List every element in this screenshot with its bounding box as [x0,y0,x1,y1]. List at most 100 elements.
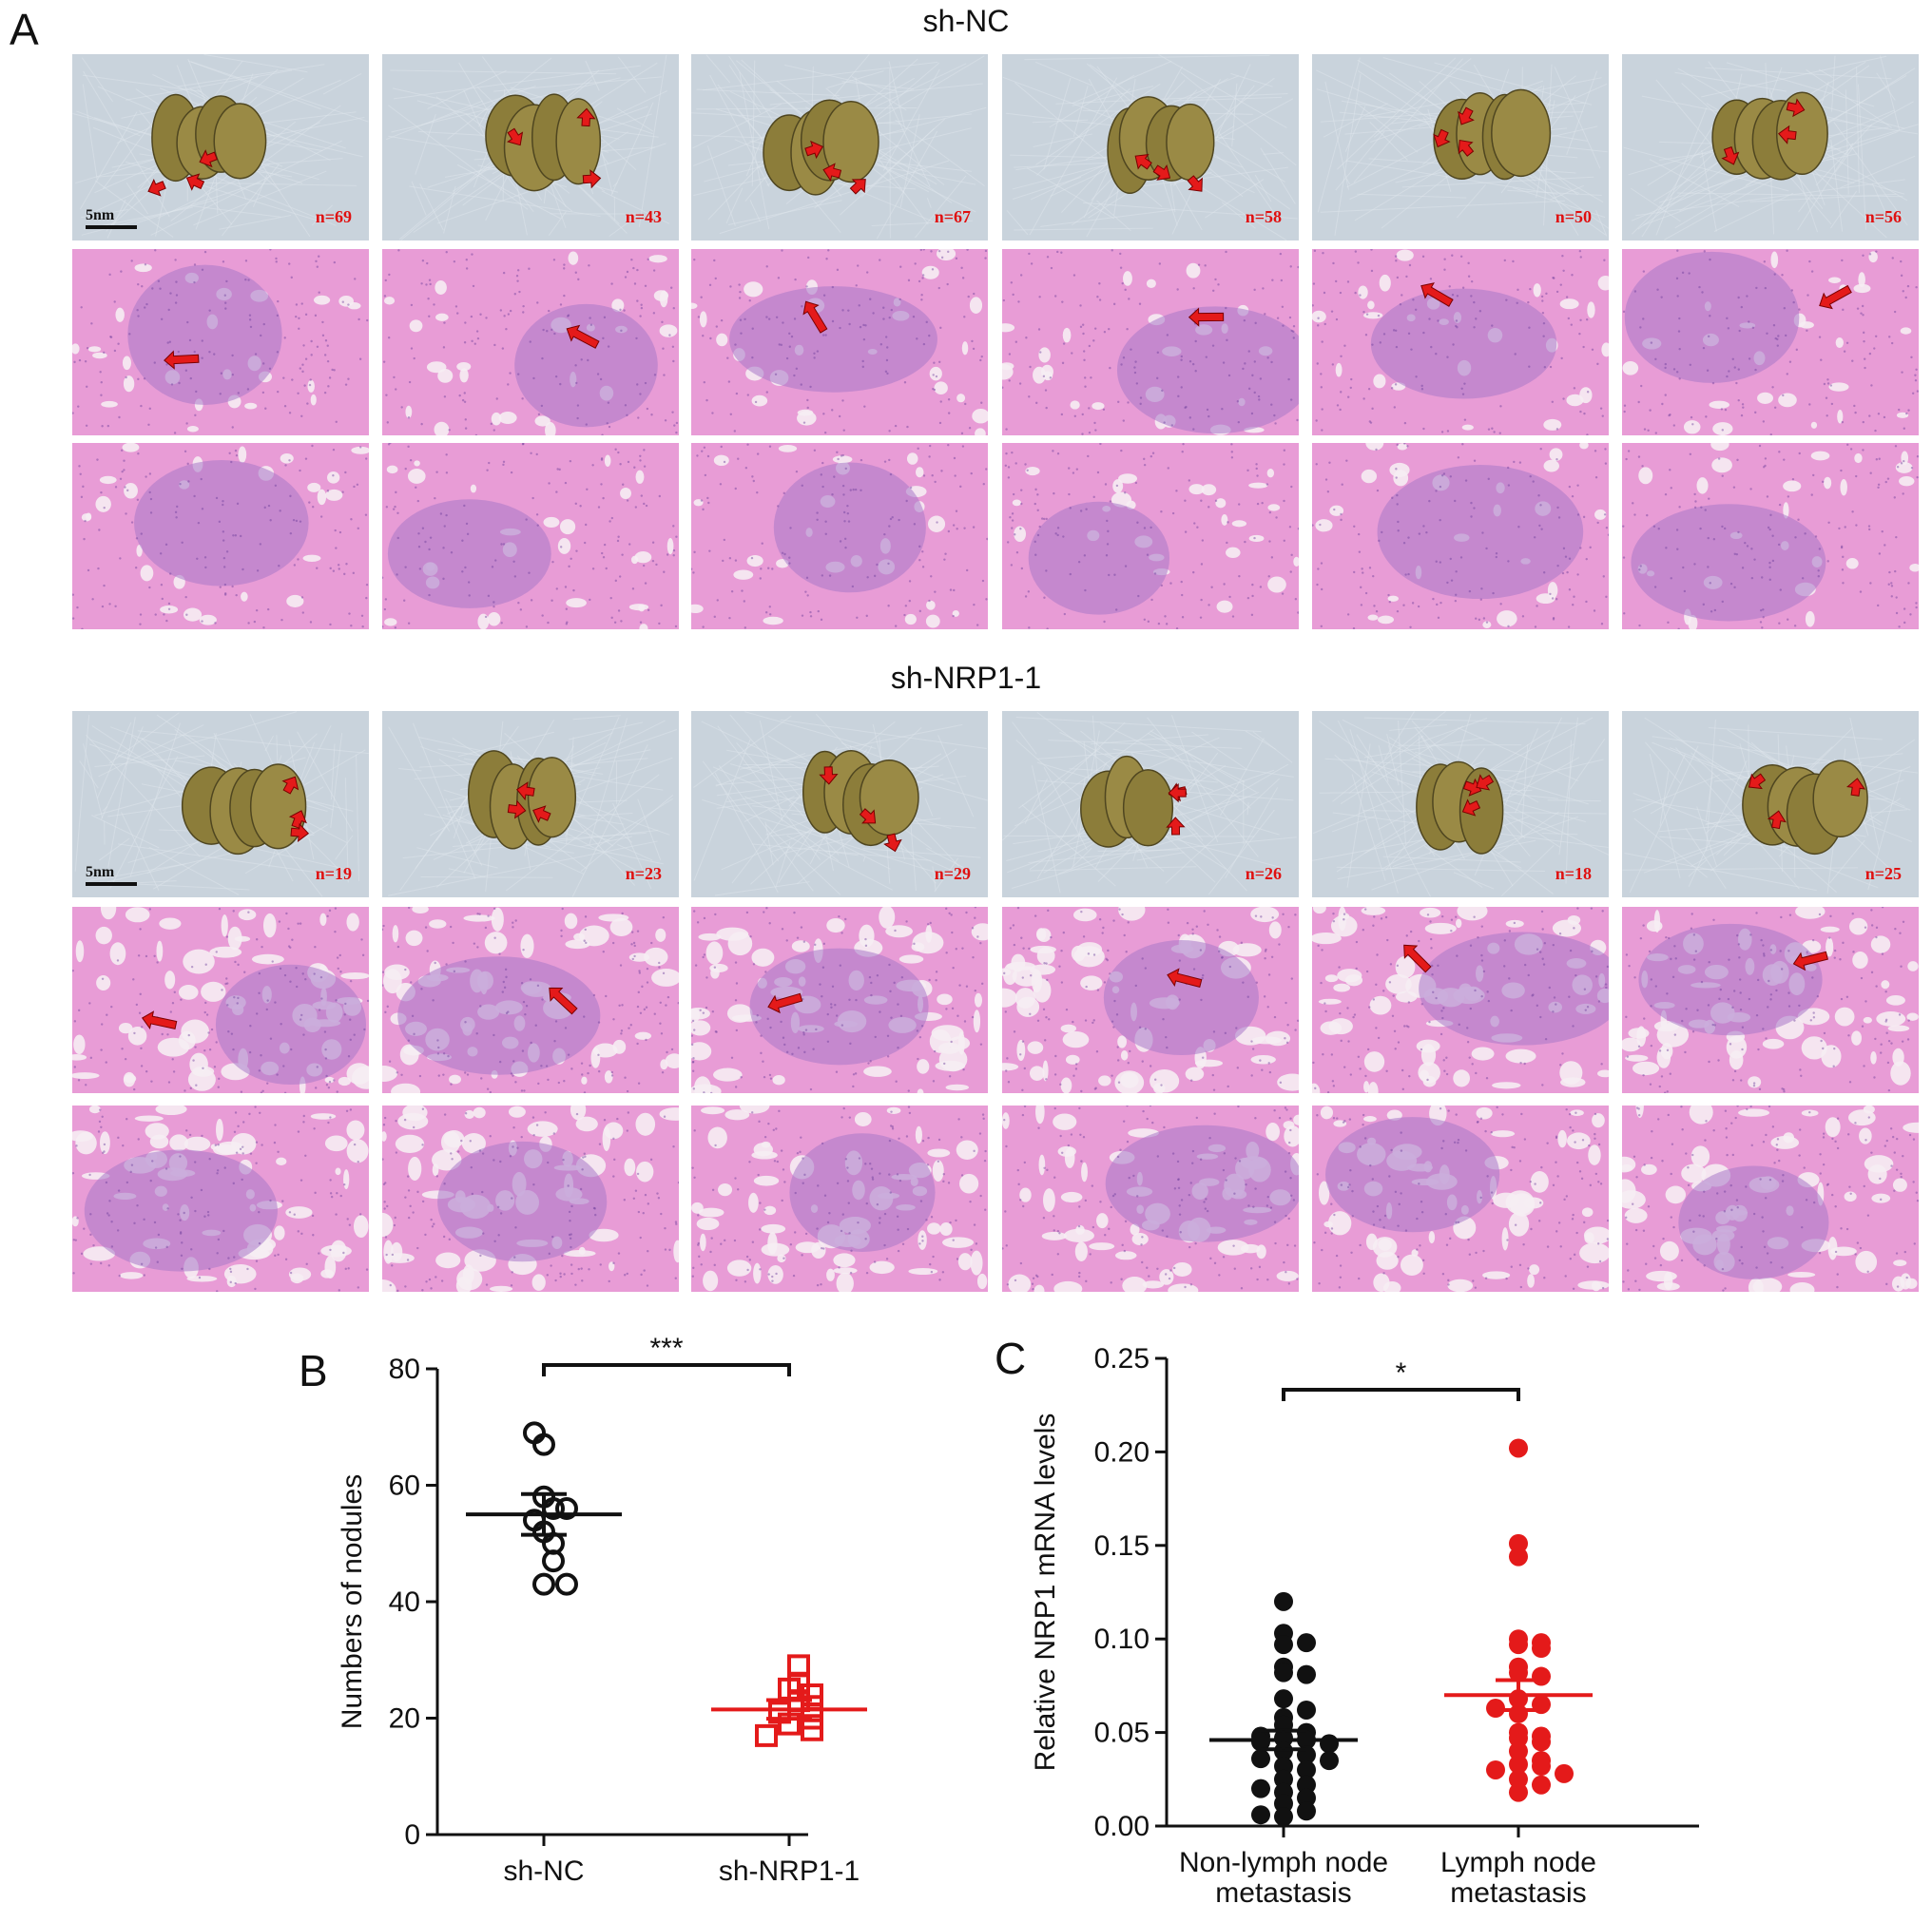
data-point [1509,1741,1528,1761]
lung-lobe [1491,88,1552,178]
nodule-arrow [1403,944,1432,973]
data-point [1251,1779,1270,1798]
nodule-arrow [1748,773,1767,790]
he-section [691,1106,988,1292]
tumor-nodule [749,948,929,1066]
lung-photo: n=18 [1312,711,1609,897]
nodule-arrow [1721,145,1740,165]
nodule-arrow [802,300,828,334]
he-section [1622,249,1919,435]
data-point [1251,1805,1270,1825]
y-tick-label: 0.15 [1094,1530,1150,1562]
nodule-arrow [147,178,166,197]
he-section [1002,1106,1299,1292]
group-title-sh-nc: sh-NC [922,4,1010,38]
nodule-arrow [1166,817,1186,836]
scale-bar-label: 5nm [86,864,115,880]
y-tick-label: 20 [389,1703,420,1735]
tumor-nodule [1377,465,1584,600]
nodule-arrow [185,173,205,191]
lung-photo: n=67 [691,54,988,240]
data-point [1297,1775,1316,1795]
lung-lobe [555,98,602,185]
lung-photo: n=26 [1002,711,1299,897]
data-point [755,1723,778,1747]
he-section [1312,1106,1609,1292]
y-tick-label: 0.00 [1094,1811,1150,1842]
nodule-count-label: n=25 [1864,864,1902,883]
data-point [1509,1533,1528,1553]
y-axis-label: Numbers of nodules [337,1474,368,1729]
lung-photo: n=43 [382,54,679,240]
he-section [691,907,988,1093]
data-point [1509,1438,1528,1458]
scale-bar-label: 5nm [86,207,115,223]
data-point [801,1695,823,1719]
nodule-arrow [515,781,535,801]
lung-photo: n=19 5nm [72,711,369,897]
x-tick-label: Non-lymph node [1179,1847,1388,1878]
nodule-arrow [822,163,842,182]
scale-bar: 5nm [86,865,137,886]
y-axis-label: Relative NRP1 mRNA levels [1030,1413,1061,1772]
y-tick-label: 60 [389,1471,420,1502]
he-section [1312,907,1609,1093]
data-point [1274,1769,1293,1789]
data-point [1297,1760,1316,1779]
tumor-nodule [729,286,937,393]
nodule-arrow [1767,810,1787,830]
tumor-nodule [773,462,926,593]
nodule-count-label: n=29 [934,864,971,883]
panel-a-letter: A [10,5,39,54]
he-section [1002,249,1299,435]
significance-label: * [1396,1357,1407,1389]
tumor-nodule [387,499,551,608]
nodule-arrow [1168,782,1187,803]
data-point [1297,1664,1316,1684]
he-section [691,443,988,629]
nodule-arrow [566,324,600,349]
data-point [542,1549,565,1573]
tumor-nodule [1325,1117,1500,1233]
data-point [1274,1757,1293,1777]
tumor-nodule [514,303,658,428]
data-point [1555,1763,1574,1783]
tumor-nodule [1631,504,1826,622]
nodule-count-label: n=67 [934,207,971,226]
data-point [1509,1547,1528,1567]
lung-photo: n=23 [382,711,679,897]
scale-bar: 5nm [86,208,137,229]
significance-bracket [542,1363,791,1376]
he-section [382,443,679,629]
nodule-arrow [164,350,200,370]
nodule-arrow [1846,778,1866,797]
tumor-nodule [1638,923,1823,1036]
nodule-arrow [507,799,527,819]
he-section [1622,1106,1919,1292]
tumor-nodule [437,1141,608,1262]
nodule-arrow [1792,951,1828,971]
nodule-arrow [1134,153,1152,170]
data-point [532,1433,555,1456]
data-point [1320,1751,1339,1771]
nodule-count-label: n=19 [315,864,352,883]
tumor-nodule [1624,251,1800,383]
nodule-arrow [1433,128,1451,148]
nodule-arrow [576,107,596,127]
nodule-arrow [883,833,902,853]
x-tick-label: Lymph node [1440,1847,1596,1878]
lung-lobe [213,103,267,180]
he-section [72,249,369,435]
y-tick-label: 80 [389,1354,420,1385]
tumor-nodule [84,1149,278,1272]
data-point [801,1683,823,1706]
nodule-count-label: n=56 [1864,207,1902,226]
tumor-nodule [397,956,601,1075]
he-section [382,1106,679,1292]
lung-lobe [1122,769,1174,847]
lung-lobe [859,759,919,837]
data-point [1274,1807,1293,1827]
he-section [382,249,679,435]
nodule-arrow [1462,778,1482,797]
data-point [1532,1639,1551,1659]
